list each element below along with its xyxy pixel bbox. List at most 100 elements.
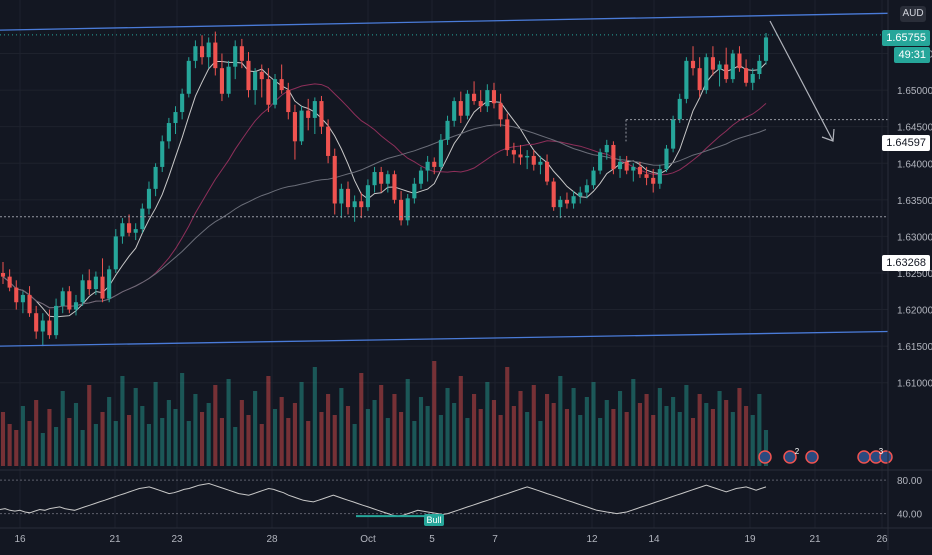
candle-body xyxy=(624,161,629,171)
volume-bar xyxy=(571,388,576,466)
volume-bar xyxy=(199,412,205,466)
candle-body xyxy=(704,57,709,91)
volume-bar xyxy=(385,418,390,466)
x-axis-tick-label: 12 xyxy=(586,534,598,545)
volume-bar xyxy=(7,424,12,466)
candle-body xyxy=(0,272,6,277)
volume-bar xyxy=(180,373,185,466)
candle-body xyxy=(266,79,271,105)
candle-body xyxy=(14,287,19,303)
candle-body xyxy=(637,166,642,175)
candle-body xyxy=(458,101,463,116)
candle-body xyxy=(299,110,304,142)
resistance-price-tag: 1.64597 xyxy=(882,135,930,151)
volume-bar xyxy=(246,415,251,466)
volume-bar xyxy=(319,412,324,466)
candle-body xyxy=(113,236,118,270)
candle-body xyxy=(763,37,769,61)
volume-bar xyxy=(339,388,344,466)
volume-bar xyxy=(47,409,52,466)
volume-bar xyxy=(332,415,337,466)
candle-body xyxy=(717,64,722,70)
x-axis-tick-label: 21 xyxy=(109,534,121,545)
candle-body xyxy=(425,161,430,171)
volume-bar xyxy=(80,430,85,466)
volume-bar xyxy=(399,412,404,466)
candle-body xyxy=(219,68,225,94)
candle-body xyxy=(657,169,662,184)
volume-bar xyxy=(412,421,417,466)
bull-label-box xyxy=(424,514,444,526)
volume-bar xyxy=(146,424,152,466)
volume-bar xyxy=(724,400,729,466)
candle-body xyxy=(193,46,198,61)
candle-body xyxy=(472,93,477,102)
candle-body xyxy=(365,185,370,208)
currency-badge[interactable]: AUD xyxy=(900,6,926,22)
volume-bar xyxy=(744,406,749,466)
volume-bar xyxy=(160,418,165,466)
candle-body xyxy=(737,53,742,69)
candle-body xyxy=(392,174,397,200)
volume-bar xyxy=(690,418,696,466)
x-axis-tick-label: 16 xyxy=(14,534,26,545)
y-axis-tick-label: 1.64000 xyxy=(897,159,932,170)
volume-bar xyxy=(677,412,682,466)
candle-body xyxy=(445,120,450,140)
volume-bar xyxy=(558,376,563,466)
candle-body xyxy=(100,276,105,299)
candle-body xyxy=(67,291,72,310)
volume-bar xyxy=(233,427,238,466)
volume-bar xyxy=(312,367,317,466)
candle-body xyxy=(558,199,563,208)
volume-bar xyxy=(365,409,370,466)
volume-bar xyxy=(664,406,669,466)
candle-body xyxy=(564,199,570,204)
volume-bar xyxy=(73,403,79,466)
candle-body xyxy=(604,144,609,153)
volume-bar xyxy=(697,394,702,466)
candle-body xyxy=(54,305,59,336)
volume-bar xyxy=(491,400,497,466)
candle-body xyxy=(352,201,357,208)
event-marker xyxy=(857,450,871,464)
ma-fast-line xyxy=(2,61,767,318)
volume-bar xyxy=(87,385,92,466)
event-marker xyxy=(805,450,819,464)
oscillator-panel: 80.00 40.00 Bull xyxy=(0,469,932,526)
volume-bar xyxy=(538,421,543,466)
volume-bar xyxy=(27,421,32,466)
volume-bar xyxy=(286,418,291,466)
candle-body xyxy=(505,119,510,151)
candle-body xyxy=(87,280,92,290)
candle-body xyxy=(544,161,550,182)
volume-bar xyxy=(485,382,490,466)
volume-bar xyxy=(173,409,178,466)
candle-body xyxy=(339,188,344,204)
candle-body xyxy=(153,166,158,189)
candle-body xyxy=(233,46,238,67)
candle-body xyxy=(279,79,284,91)
candle-body xyxy=(385,174,390,184)
x-axis-tick-label: 5 xyxy=(429,534,435,545)
candle-body xyxy=(286,90,291,113)
volume-bar xyxy=(598,418,603,466)
volume-bar xyxy=(564,409,570,466)
projection-arrow xyxy=(769,20,834,142)
volume-bar xyxy=(584,397,589,466)
candle-body xyxy=(538,161,543,165)
candle-body xyxy=(226,66,231,94)
volume-bar xyxy=(657,388,662,466)
volume-bar xyxy=(418,397,424,466)
candle-body xyxy=(525,155,530,158)
volume-bar xyxy=(544,394,550,466)
candle-body xyxy=(239,46,244,61)
candle-body xyxy=(611,144,616,170)
volume-bar xyxy=(511,406,516,466)
volume-bar xyxy=(684,385,689,466)
candle-body xyxy=(27,294,32,314)
last-price-tag: 1.65755 xyxy=(882,30,930,46)
